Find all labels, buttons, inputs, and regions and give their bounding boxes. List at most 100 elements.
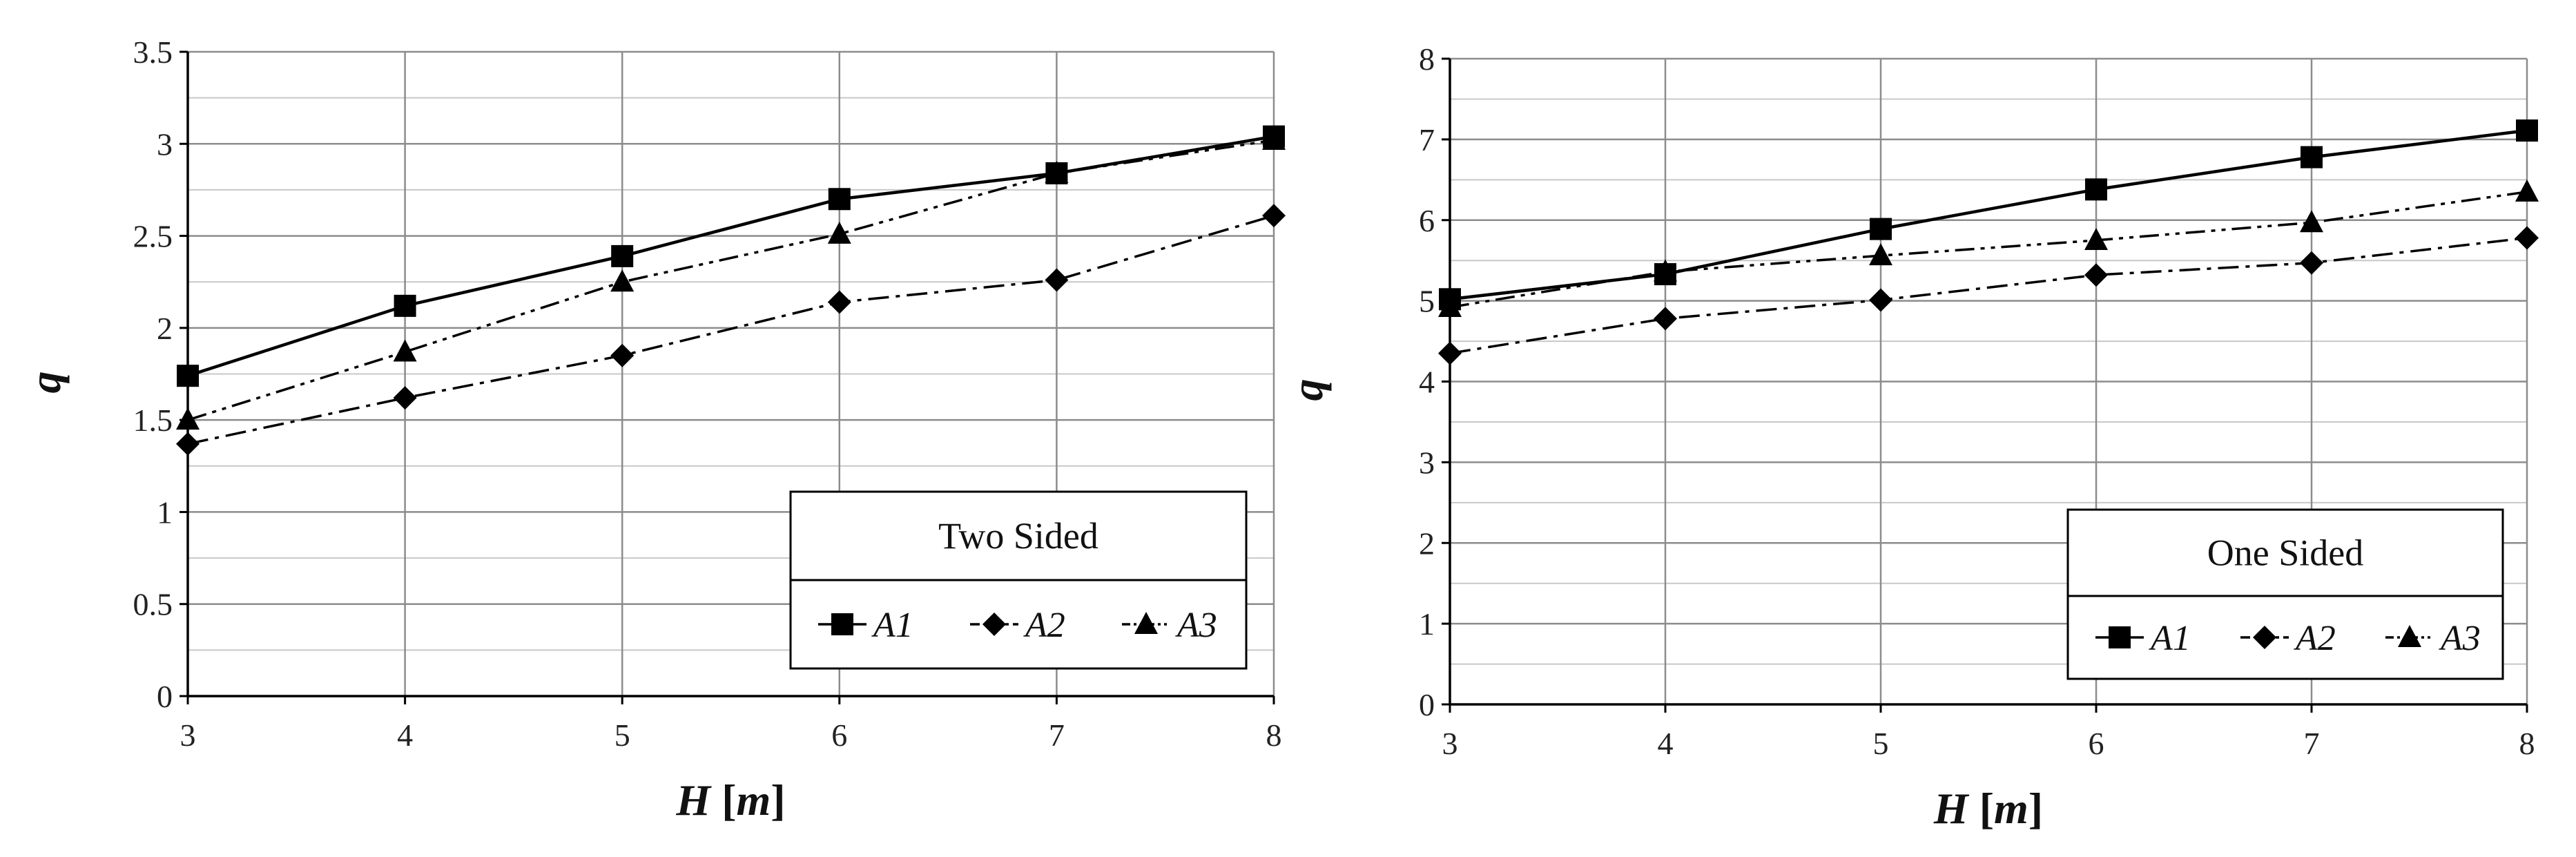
y-tick-label: 3 — [1419, 445, 1435, 480]
x-tick-label: 6 — [2089, 726, 2104, 761]
legend-title: Two Sided — [938, 515, 1098, 557]
point-square-3 — [828, 188, 851, 211]
point-diamond-4 — [1045, 268, 1069, 292]
point-triangle-legend — [1134, 612, 1158, 634]
legend-entry-A1: A1 — [2095, 619, 2191, 658]
series-line-A2 — [1449, 236, 2528, 355]
series-A2 — [176, 204, 1286, 456]
legend-entry-A3: A3 — [1122, 606, 1217, 645]
point-diamond-2 — [610, 343, 635, 367]
x-axis-title: H [m] — [675, 776, 785, 825]
point-triangle-2 — [1869, 243, 1892, 266]
x-tick-label: 4 — [397, 718, 413, 753]
y-axis-title: q — [21, 372, 70, 394]
point-triangle-4 — [1045, 160, 1069, 183]
x-tick-label: 8 — [2519, 726, 2535, 761]
point-square-legend — [831, 613, 853, 635]
point-square-4 — [2301, 146, 2323, 168]
legend-entry-A3: A3 — [2385, 619, 2481, 658]
y-tick-label: 2 — [157, 311, 173, 346]
point-square-2 — [1870, 218, 1892, 240]
legend-title-box — [789, 490, 1248, 581]
series-line-A1 — [187, 135, 1275, 378]
y-tick-label: 7 — [1419, 122, 1435, 157]
point-diamond-4 — [2300, 251, 2323, 275]
x-axis-title: H [m] — [1933, 784, 2043, 833]
x-tick-label: 5 — [1873, 726, 1889, 761]
x-axis-title-unit: m — [1994, 784, 2028, 833]
point-diamond-5 — [2515, 226, 2539, 250]
x-axis-title-variable: H — [1933, 784, 1970, 833]
point-triangle-3 — [2084, 227, 2108, 250]
x-axis-title-bracket-close: ] — [2028, 784, 2043, 833]
y-tick-label: 3.5 — [133, 35, 173, 70]
point-square-0 — [177, 365, 199, 387]
point-triangle-legend — [2398, 625, 2421, 647]
y-tick-label: 6 — [1419, 203, 1435, 238]
x-axis-title-bracket-open: [ — [1968, 784, 1994, 833]
legend-label: A3 — [2439, 619, 2481, 658]
gridlines — [188, 50, 1275, 696]
point-diamond-2 — [1869, 288, 1892, 312]
point-triangle-0 — [176, 407, 200, 430]
y-tick-label: 1.5 — [133, 403, 173, 438]
series-line-A2 — [187, 214, 1275, 445]
legend-label: A2 — [1023, 606, 1065, 645]
x-tick-label: 6 — [831, 718, 847, 753]
point-diamond-0 — [176, 432, 200, 456]
x-axis-title-bracket-open: [ — [710, 776, 736, 825]
y-axis-title: q — [1283, 379, 1332, 401]
legend-label: A2 — [2294, 619, 2336, 658]
legend: Two Sided A1 A2 A3 — [789, 490, 1248, 670]
point-diamond-legend — [2253, 626, 2276, 649]
legend-entry-A1: A1 — [818, 606, 913, 645]
point-diamond-5 — [1262, 204, 1286, 228]
legend-title: One Sided — [2207, 532, 2363, 574]
y-tick-label: 2 — [1419, 526, 1435, 561]
y-tick-label: 1 — [157, 494, 173, 530]
point-triangle-1 — [1654, 259, 1677, 282]
series-A3 — [176, 127, 1286, 430]
point-triangle-1 — [393, 339, 417, 362]
y-tick-label: 5 — [1419, 284, 1435, 319]
point-diamond-0 — [1438, 341, 1462, 365]
series-A2 — [1438, 226, 2539, 365]
point-triangle-4 — [2300, 210, 2323, 233]
point-diamond-legend — [982, 613, 1006, 636]
x-tick-label: 7 — [1049, 718, 1065, 753]
legend-entry-A2: A2 — [970, 606, 1065, 645]
point-square-5 — [2516, 119, 2538, 142]
point-triangle-5 — [1262, 127, 1286, 150]
y-tick-label: 8 — [1419, 41, 1435, 77]
point-square-legend — [2109, 626, 2131, 648]
chart-two-sided: 0 0.5 1 1.5 2 2.5 3 3.5 3 4 5 6 7 8 H [m] q Two Sided A1 A… — [21, 35, 1286, 825]
x-tick-label: 8 — [1266, 718, 1282, 753]
y-tick-label: 0.5 — [133, 587, 173, 622]
legend: One Sided A1 A2 A3 — [2066, 508, 2504, 680]
x-axis-title-bracket-close: ] — [771, 776, 785, 825]
y-tick-label: 1 — [1419, 606, 1435, 642]
x-tick-label: 3 — [180, 718, 196, 753]
legend-entry-A2: A2 — [2240, 619, 2336, 658]
x-tick-label: 4 — [1658, 726, 1674, 761]
x-tick-label: 7 — [2304, 726, 2320, 761]
point-diamond-1 — [393, 386, 417, 410]
chart-one-sided: 0 1 2 3 4 5 6 7 8 3 4 5 6 7 8 H [m] q One Sided A1 A2 A3 — [1283, 41, 2539, 833]
point-triangle-0 — [1438, 294, 1462, 317]
series-A3 — [1438, 179, 2539, 317]
y-tick-label: 0 — [157, 679, 173, 714]
legend-label: A3 — [1175, 606, 1217, 645]
series-line-A1 — [1449, 128, 2528, 301]
point-diamond-1 — [1654, 307, 1677, 331]
point-square-1 — [394, 294, 416, 317]
y-tick-label: 2.5 — [133, 219, 173, 254]
point-square-3 — [2085, 178, 2107, 201]
series-line-A3 — [187, 139, 1275, 421]
x-axis-title-variable: H — [675, 776, 712, 825]
x-tick-label: 3 — [1442, 726, 1458, 761]
point-diamond-3 — [2084, 263, 2108, 287]
x-axis-title-unit: m — [737, 776, 771, 825]
y-tick-label: 4 — [1419, 365, 1435, 400]
series-A1 — [1439, 119, 2538, 311]
